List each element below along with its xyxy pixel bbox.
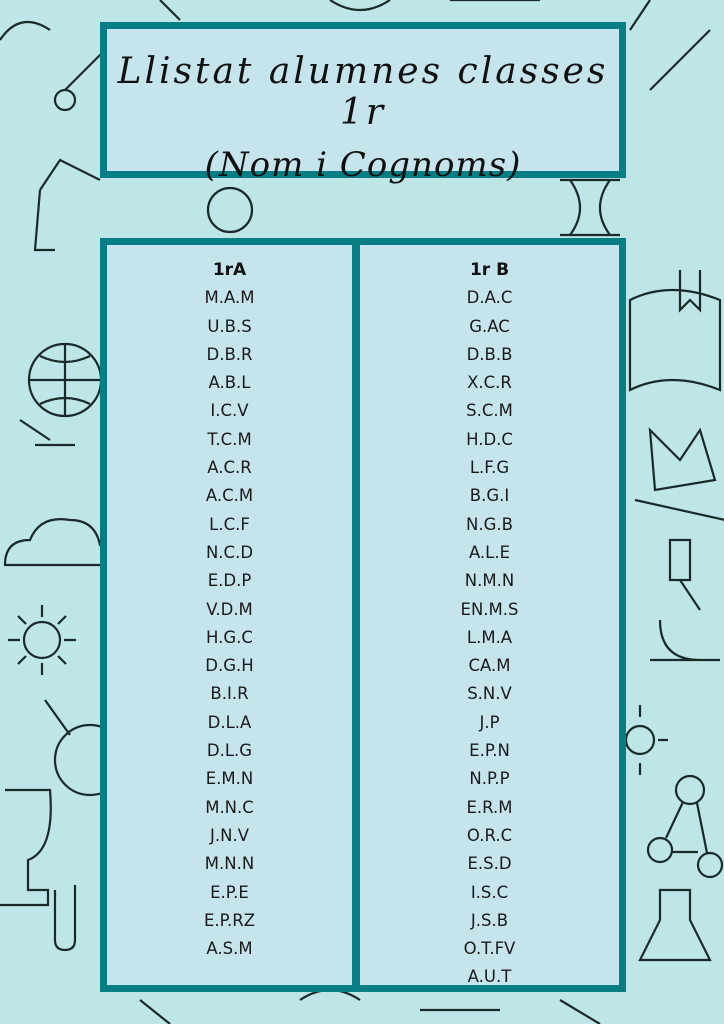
student-entry: O.T.FV [463, 939, 516, 959]
student-entry: A.C.R [207, 458, 252, 478]
student-entry: N.C.D [205, 542, 254, 562]
student-entry: T.C.M [207, 429, 252, 449]
student-entry: B.I.R [210, 684, 249, 704]
title-box: Llistat alumnes classes 1r (Nom i Cognom… [100, 22, 626, 185]
student-list-table: 1rA M.A.M U.B.S D.B.R A.B.L I.C.V T.C.M A.C.R A… [100, 238, 626, 992]
page-subtitle: (Nom i Cognoms) [204, 145, 522, 185]
student-entry: V.D.M [206, 599, 253, 619]
student-entry: L.C.F [209, 514, 250, 534]
student-entry: A.B.L [208, 373, 251, 393]
sun-icon [8, 605, 76, 675]
student-entry: E.S.D [467, 854, 512, 874]
molecule-icon [646, 774, 724, 879]
student-entry: O.R.C [466, 825, 513, 845]
student-entry: I.C.V [210, 401, 249, 421]
student-entry: E.P.RZ [203, 910, 256, 930]
student-entry: I.S.C [470, 882, 509, 902]
student-entry: N.M.N [464, 571, 515, 591]
student-entry: A.U.T [467, 967, 512, 987]
column-1rA: 1rA M.A.M U.B.S D.B.R A.B.L I.C.V T.C.M A.C.R A… [107, 245, 352, 985]
student-entry: M.N.C [205, 797, 254, 817]
student-list: D.A.C G.AC D.B.B X.C.R S.C.M H.D.C L.F.G B.G.I N… [360, 284, 619, 991]
student-entry: D.L.A [207, 712, 252, 732]
student-entry: H.D.C [466, 429, 513, 449]
student-entry: X.C.R [467, 373, 512, 393]
student-entry: B.G.I [469, 486, 510, 506]
hourglass-icon [560, 178, 620, 237]
student-entry: D.A.C [466, 288, 513, 308]
student-entry: M.N.N [204, 854, 255, 874]
student-entry: U.B.S [207, 316, 252, 336]
student-entry: A.L.E [468, 542, 511, 562]
student-entry: A.S.M [206, 939, 253, 959]
student-entry: D.B.R [206, 344, 253, 364]
microscope-icon [650, 538, 720, 662]
student-entry: E.P.N [469, 741, 510, 761]
flag-icon [634, 427, 724, 521]
page-title: Llistat alumnes classes 1r [117, 51, 609, 133]
student-entry: M.A.M [204, 288, 255, 308]
student-entry: J.S.B [470, 910, 509, 930]
student-entry: L.F.G [469, 458, 510, 478]
student-entry: G.AC [469, 316, 510, 336]
student-entry: L.M.A [466, 627, 513, 647]
paperclip-icon [53, 885, 77, 952]
lamp-icon [33, 49, 106, 252]
book-icon [628, 270, 722, 392]
student-entry: E.M.N [205, 769, 254, 789]
student-entry: S.N.V [467, 684, 512, 704]
column-1rB: 1r B D.A.C G.AC D.B.B X.C.R S.C.M H.D.C L.F.G B… [360, 245, 619, 986]
student-entry: EN.M.S [460, 599, 519, 619]
student-entry: E.D.P [207, 571, 252, 591]
student-entry: A.C.M [205, 486, 254, 506]
student-entry: J.N.V [210, 825, 249, 845]
student-list: M.A.M U.B.S D.B.R A.B.L I.C.V T.C.M A.C.R A.C.M… [107, 284, 352, 963]
student-entry: D.L.G [206, 741, 253, 761]
student-entry: J.P [479, 712, 500, 732]
flask-icon [206, 186, 712, 962]
student-entry: E.R.M [466, 797, 513, 817]
student-entry: H.G.C [206, 627, 253, 647]
trophy-icon [0, 788, 52, 907]
globe-icon [19, 342, 103, 447]
student-entry: E.P.E [210, 882, 249, 902]
student-entry: D.B.B [466, 344, 513, 364]
column-header: 1rA [212, 260, 247, 280]
column-header: 1r B [469, 260, 510, 280]
student-entry: CA.M [468, 656, 511, 676]
student-entry: N.G.B [466, 514, 513, 534]
student-entry: N.P.P [469, 769, 510, 789]
sun-icon [612, 705, 668, 775]
student-entry: D.G.H [205, 656, 254, 676]
student-entry: S.C.M [466, 401, 513, 421]
